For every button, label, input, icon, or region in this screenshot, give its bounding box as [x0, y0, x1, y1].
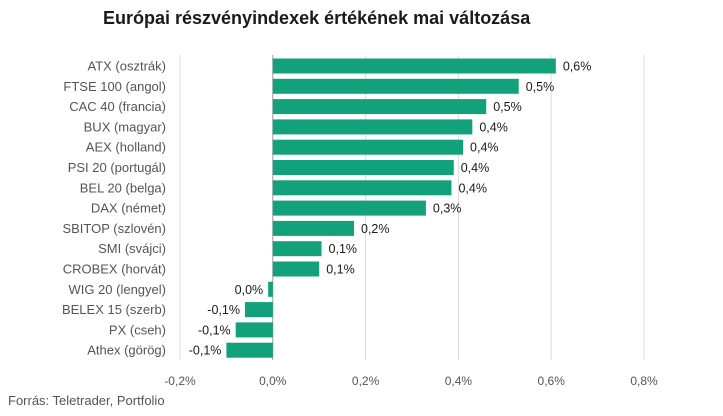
bar	[272, 220, 354, 236]
category-label: BUX (magyar)	[84, 119, 166, 134]
bar	[272, 241, 322, 257]
data-label: 0,4%	[461, 161, 490, 175]
category-label: Athex (görög)	[87, 343, 166, 358]
bar	[272, 200, 426, 216]
category-label: PSI 20 (portugál)	[68, 160, 166, 175]
chart-title: Európai részvényindexek értékének mai vá…	[103, 8, 531, 28]
x-tick-label: 0,4%	[445, 374, 473, 388]
bar	[272, 99, 487, 115]
category-label: CROBEX (horvát)	[63, 262, 166, 277]
data-label: -0,1%	[189, 344, 222, 358]
data-label: -0,1%	[207, 303, 240, 317]
bar	[272, 119, 473, 135]
data-labels: 0,6%0,5%0,5%0,4%0,4%0,4%0,4%0,3%0,2%0,1%…	[189, 60, 592, 358]
bar	[226, 342, 273, 358]
bar	[272, 160, 454, 175]
category-label: AEX (holland)	[86, 140, 166, 155]
data-label: 0,1%	[329, 242, 358, 256]
x-tick-label: 0,2%	[352, 374, 380, 388]
x-tick-labels: -0,2% 0,0% 0,2% 0,4% 0,6% 0,8%	[164, 374, 658, 388]
bar	[272, 78, 519, 94]
category-label: BEL 20 (belga)	[80, 180, 166, 195]
bar	[235, 322, 273, 338]
category-label: SMI (svájci)	[98, 241, 166, 256]
data-label: 0,5%	[526, 80, 555, 94]
data-label: 0,2%	[361, 222, 390, 236]
data-label: 0,3%	[433, 202, 462, 216]
bar	[272, 139, 464, 155]
data-label: 0,5%	[493, 100, 522, 114]
bar	[272, 261, 320, 277]
category-label: PX (cseh)	[109, 322, 166, 337]
bar	[272, 180, 452, 196]
bar	[244, 302, 273, 318]
data-label: 0,0%	[235, 283, 264, 297]
category-labels: ATX (osztrák) FTSE 100 (angol) CAC 40 (fra…	[62, 59, 166, 358]
category-label: FTSE 100 (angol)	[63, 79, 166, 94]
x-tick-label: 0,6%	[538, 374, 566, 388]
category-label: SBITOP (szlovén)	[62, 221, 166, 236]
x-tick-label: -0,2%	[164, 374, 196, 388]
data-label: 0,1%	[326, 263, 355, 277]
category-label: BELEX 15 (szerb)	[62, 302, 166, 317]
category-label: CAC 40 (francia)	[69, 99, 166, 114]
bar	[268, 281, 273, 297]
x-tick-label: 0,0%	[259, 374, 287, 388]
data-label: -0,1%	[198, 323, 231, 337]
category-label: DAX (német)	[91, 201, 166, 216]
source-note: Forrás: Teletrader, Portfolio	[8, 393, 165, 408]
category-label: WIG 20 (lengyel)	[68, 282, 166, 297]
data-label: 0,4%	[458, 181, 487, 195]
bars	[226, 58, 556, 358]
category-label: ATX (osztrák)	[88, 59, 167, 74]
data-label: 0,4%	[470, 141, 499, 155]
data-label: 0,6%	[563, 60, 592, 74]
data-label: 0,4%	[479, 120, 508, 134]
x-tick-label: 0,8%	[630, 374, 658, 388]
bar	[272, 58, 556, 74]
